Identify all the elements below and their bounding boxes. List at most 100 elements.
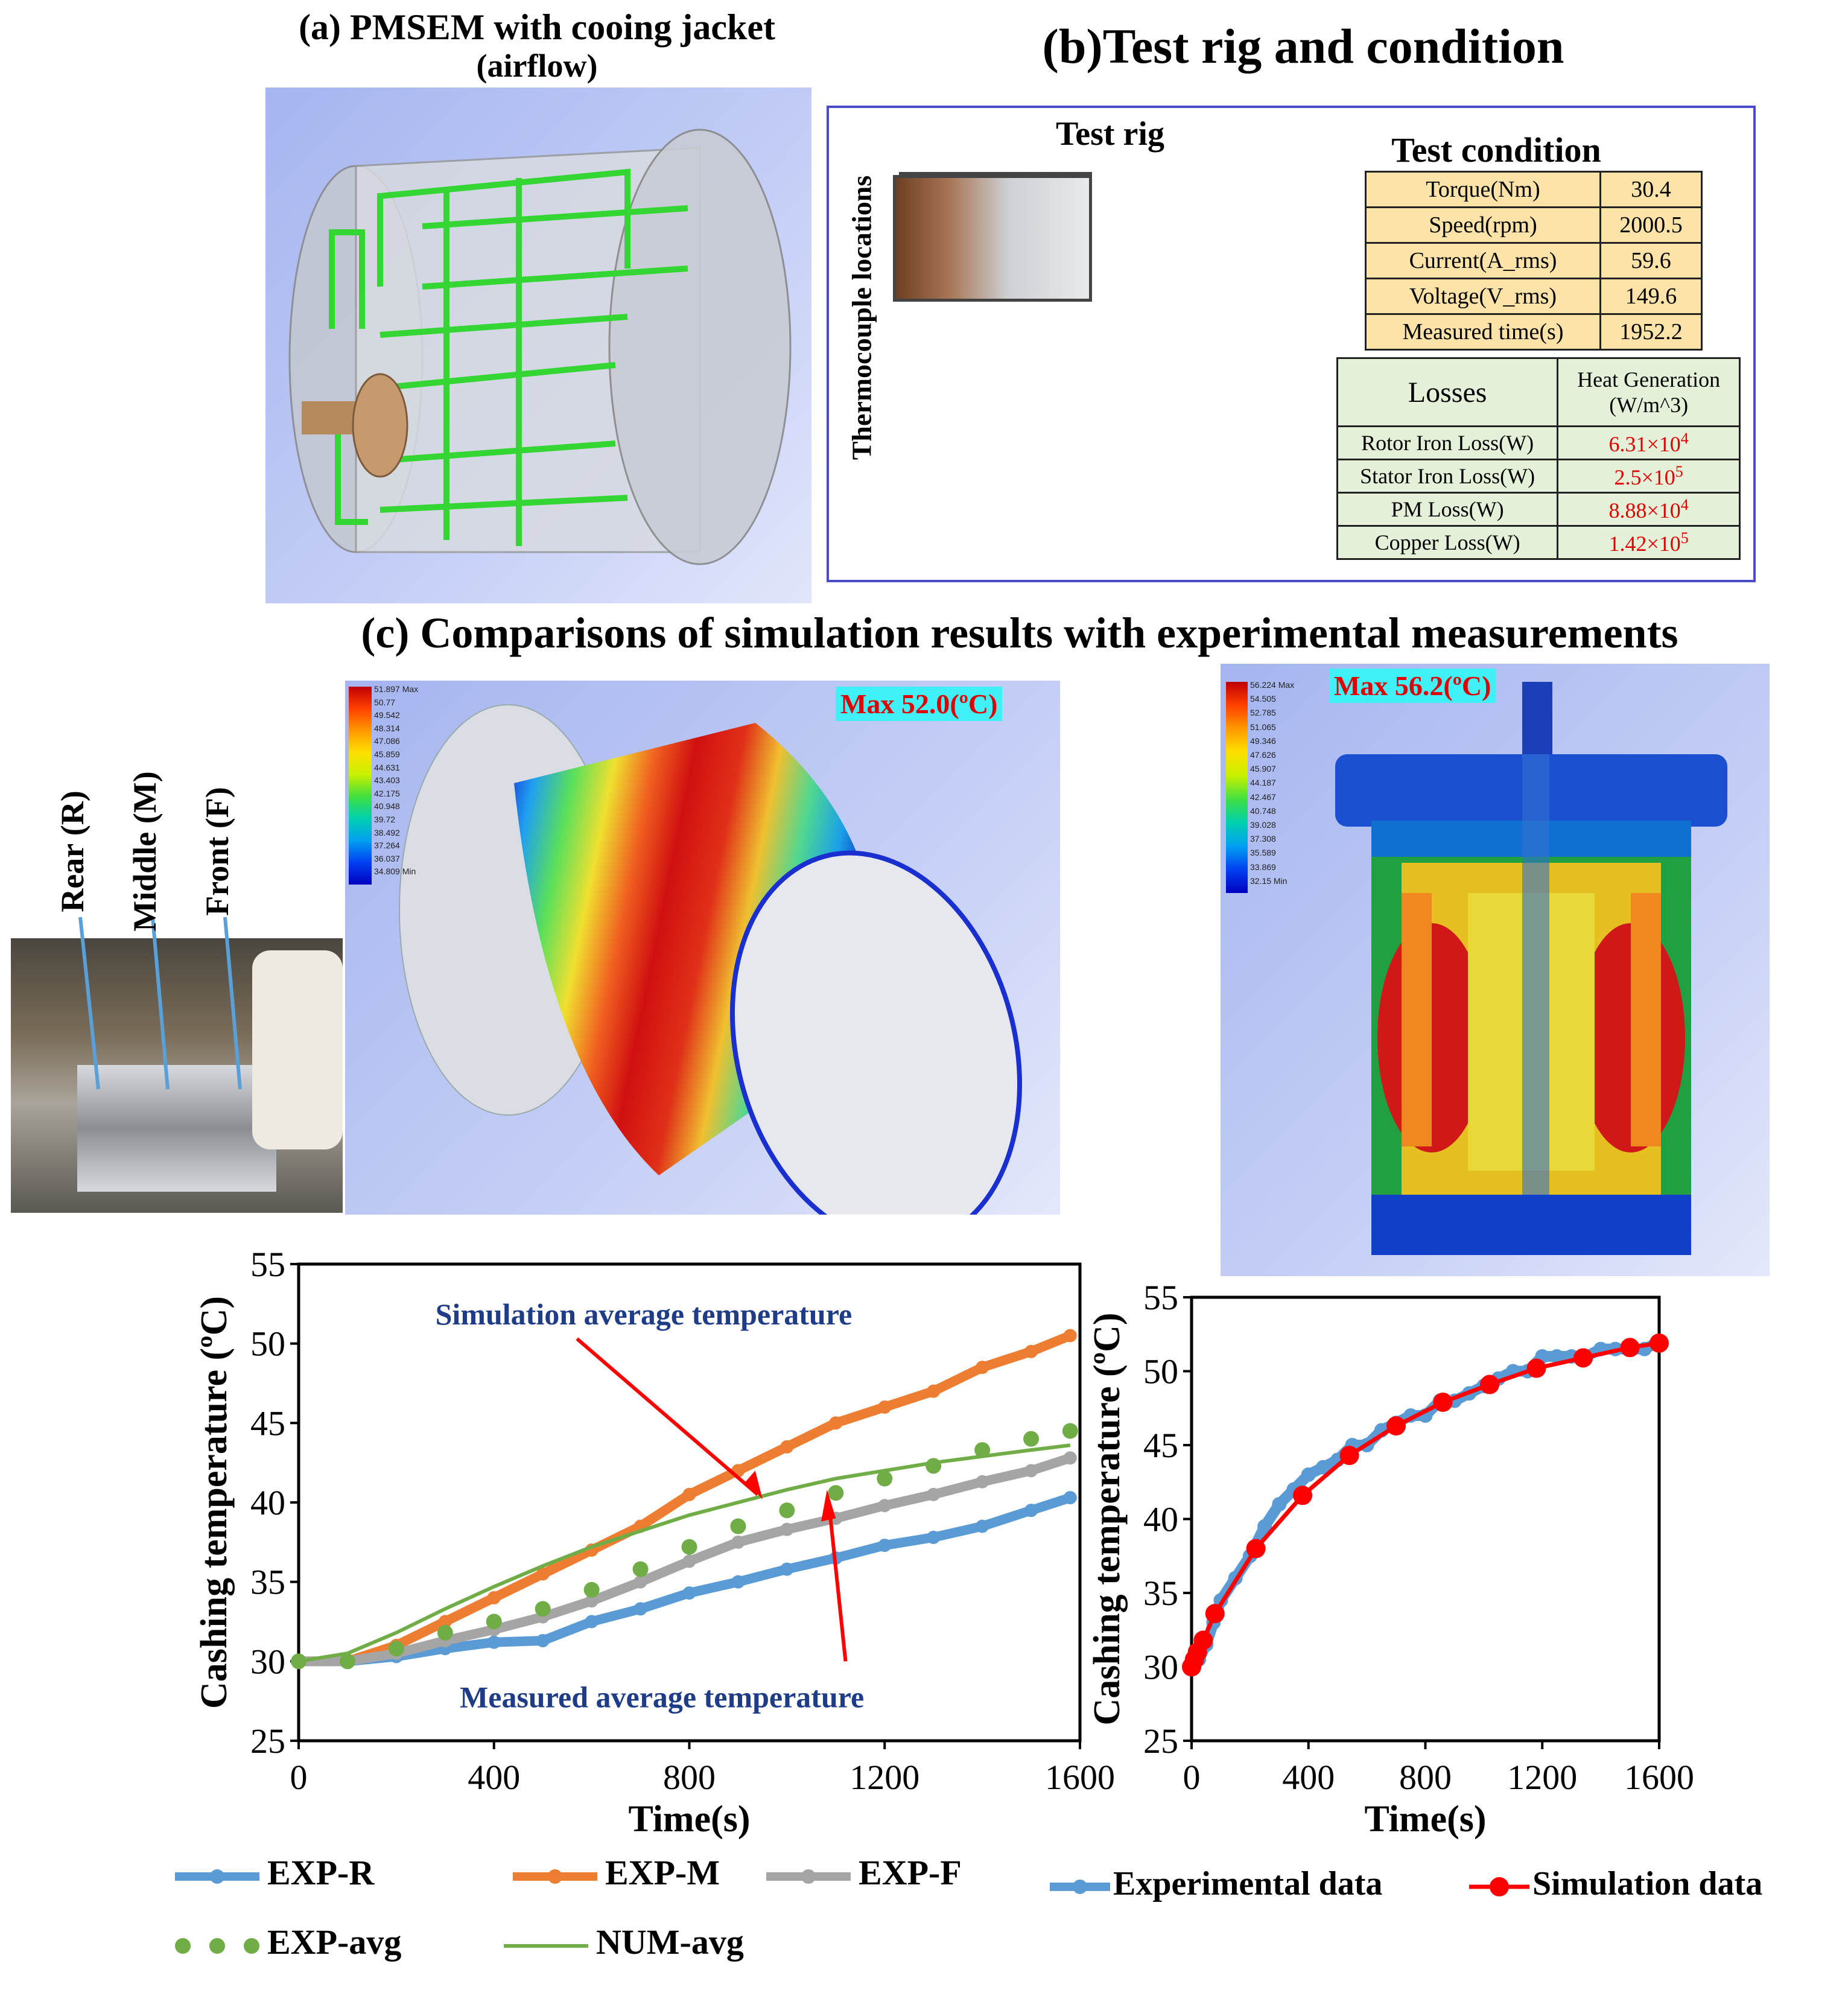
x-tick-label: 1200 — [849, 1758, 919, 1797]
y-axis-label: Cashing temperature (ºC) — [1087, 1313, 1128, 1726]
legend-marker — [1490, 1877, 1509, 1897]
series-point — [682, 1586, 696, 1600]
simulation-point — [1246, 1539, 1266, 1559]
legend-label: EXP-M — [605, 1853, 720, 1892]
contour2-legend-value: 40.748 — [1250, 806, 1276, 816]
contour2-legend-value: 35.589 — [1250, 848, 1276, 858]
exp-avg-point — [535, 1601, 551, 1617]
casing-contour-image — [345, 681, 1060, 1215]
losses-header: Losses — [1336, 357, 1559, 427]
legend-label: Experimental data — [1113, 1865, 1383, 1902]
exp-avg-point — [339, 1653, 355, 1670]
contour1-max-label: Max 52.0(ºC) — [836, 687, 1003, 721]
legend-swatch — [504, 1944, 588, 1948]
panel-a-title-line2: (airflow) — [476, 48, 598, 84]
casing-contour-drawing — [399, 704, 1023, 1215]
exp-avg-point — [1023, 1431, 1040, 1447]
series-point — [536, 1634, 550, 1648]
legend-marker — [1073, 1880, 1087, 1895]
x-tick-label: 400 — [1282, 1758, 1335, 1797]
series-point — [780, 1440, 794, 1454]
exp-avg-point — [974, 1442, 991, 1458]
contour1-legend-values: 51.897 Max 50.77 49.542 48.314 47.086 45.859… — [374, 683, 418, 879]
annotation-arrowhead-sim — [745, 1470, 763, 1499]
legend-swatch — [1469, 1877, 1529, 1897]
motor-section-contour-image — [1221, 664, 1770, 1276]
simulation-point — [1193, 1630, 1213, 1650]
panel-a-title: (a) PMSEM with cooing jacket (airflow) — [253, 8, 821, 84]
y-tick-label: 25 — [1143, 1721, 1178, 1761]
series-point — [585, 1594, 599, 1608]
test-condition-value: 1952.2 — [1599, 313, 1703, 351]
legend-marker — [175, 1937, 191, 1954]
loss-heat-generation: 2.5×105 — [1557, 459, 1741, 494]
x-tick-label: 800 — [1399, 1758, 1452, 1797]
thermocouple-pointers — [78, 917, 242, 1090]
casing-photo — [11, 938, 343, 1213]
simulation-point — [1205, 1604, 1225, 1624]
series-point — [878, 1539, 892, 1553]
contour1-legend-max: 51.897 Max — [374, 684, 419, 694]
contour1-colorbar — [349, 687, 372, 885]
contour1-legend-value: 44.631 — [374, 762, 400, 772]
series-point — [438, 1615, 452, 1629]
legend-item: NUM-avg — [501, 1922, 744, 1964]
simulation-line — [1189, 1341, 1660, 1668]
contour2-legend-value: 49.346 — [1250, 736, 1276, 746]
loss-row: Copper Loss(W) 1.42×105 — [1336, 525, 1741, 560]
loss-value-mantissa: 2.5×10 — [1614, 465, 1675, 489]
losses-table: Losses Heat Generation (W/m^3) Rotor Iro… — [1336, 357, 1741, 560]
contour1-legend-value: 50.77 — [374, 697, 396, 707]
exp-avg-point — [1062, 1423, 1078, 1439]
contour1-legend-value: 45.859 — [374, 749, 400, 759]
contour2-legend-min: 32.15 Min — [1250, 876, 1288, 886]
experimental-point — [1549, 1349, 1564, 1364]
experimental-point — [1301, 1467, 1316, 1482]
contour1-legend-value: 49.542 — [374, 710, 400, 720]
y-axis-label: Cashing temperature (ºC) — [194, 1296, 235, 1709]
test-condition-title: Test condition — [1391, 130, 1601, 170]
exp-avg-point — [437, 1624, 453, 1641]
legend-label: EXP-R — [267, 1853, 375, 1892]
series-point — [976, 1475, 989, 1489]
loss-row: Rotor Iron Loss(W) 6.31×104 — [1336, 425, 1741, 460]
simulation-point — [1480, 1375, 1500, 1394]
contour2-legend-value: 39.028 — [1250, 820, 1276, 830]
contour1-legend-list: 50.77 49.542 48.314 47.086 45.859 44.631 43.40… — [374, 696, 418, 866]
annotation-arrow-sim — [576, 1337, 759, 1496]
test-condition-table: Torque(Nm) 30.4 Speed(rpm) 2000.5 Current(A_… — [1365, 171, 1703, 351]
series-point — [976, 1361, 989, 1375]
y-tick-label: 35 — [1143, 1574, 1178, 1613]
series-point — [487, 1635, 501, 1649]
contour1-legend-value: 37.264 — [374, 841, 400, 851]
simulation-point — [1339, 1446, 1359, 1466]
motor-cooling-jacket-image — [265, 87, 811, 603]
heat-generation-header: Heat Generation (W/m^3) — [1557, 357, 1741, 427]
series-point — [1024, 1504, 1038, 1518]
exp-avg-point — [779, 1502, 795, 1519]
exp-avg-point — [583, 1581, 600, 1598]
loss-row: PM Loss(W) 8.88×104 — [1336, 492, 1741, 527]
series-point — [1063, 1451, 1077, 1465]
loss-heat-generation: 1.42×105 — [1557, 525, 1741, 560]
contour2-legend-values: 56.224 Max 54.505 52.785 51.065 49.346 47.62… — [1250, 678, 1294, 888]
test-condition-value: 2000.5 — [1599, 206, 1703, 244]
y-tick-label: 50 — [1143, 1352, 1178, 1391]
loss-value-exponent: 5 — [1680, 529, 1689, 547]
exp-avg-point — [632, 1561, 649, 1577]
loss-value-exponent: 5 — [1675, 462, 1683, 480]
test-condition-name: Current(A_rms) — [1365, 242, 1601, 279]
contour2-legend-value: 54.505 — [1250, 694, 1276, 704]
test-condition-value: 149.6 — [1599, 278, 1703, 315]
series-point — [487, 1591, 501, 1604]
annotation-measured: Measured average temperature — [460, 1680, 864, 1714]
legend-swatch — [513, 1869, 597, 1884]
simulation-point — [1386, 1416, 1406, 1436]
thermocouple-locations-label: Thermocouple locations — [846, 175, 877, 460]
contour1-legend-value: 36.037 — [374, 853, 400, 863]
legend-swatch — [766, 1869, 851, 1884]
y-tick-label: 35 — [250, 1563, 285, 1602]
x-tick-label: 800 — [663, 1758, 716, 1797]
series-point — [780, 1522, 794, 1536]
x-tick-label: 1600 — [1045, 1758, 1115, 1797]
